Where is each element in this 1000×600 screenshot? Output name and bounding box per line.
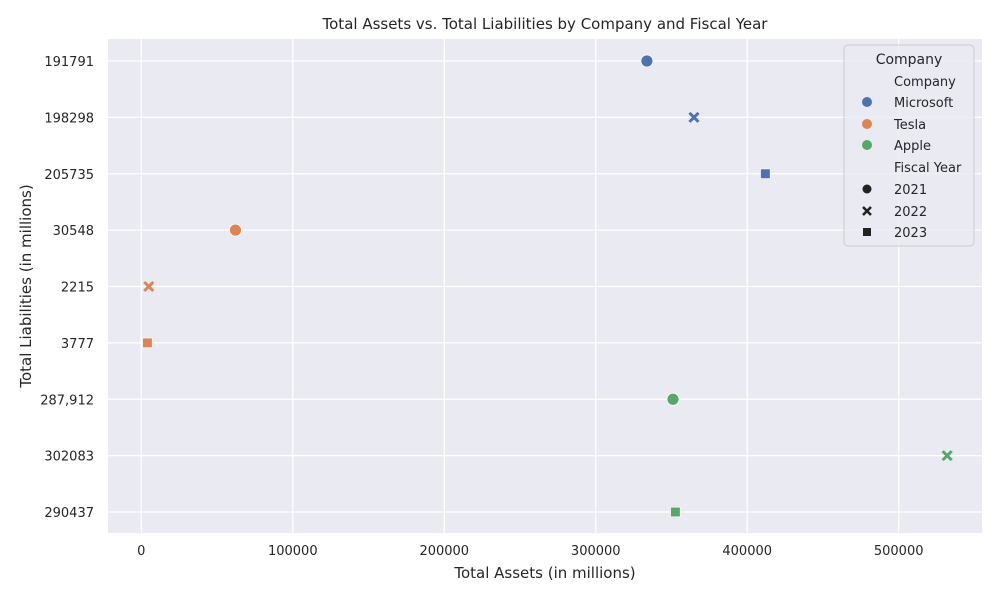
legend-entry-2021: 2021	[894, 183, 927, 198]
legend-marker-2021	[862, 184, 872, 194]
y-tick-label: 30548	[53, 224, 94, 239]
x-tick-label: 300000	[571, 544, 621, 559]
legend-marker-apple	[862, 140, 872, 150]
data-point-apple-2021	[666, 392, 680, 406]
x-tick-label: 100000	[268, 544, 318, 559]
x-tick-labels: 0 100000 200000 300000 400000 500000	[137, 544, 923, 559]
horizontal-gridlines	[108, 60, 982, 513]
legend-title: Company	[876, 52, 943, 68]
x-tick-label: 0	[137, 544, 145, 559]
data-point-apple-2022	[941, 450, 953, 462]
data-point-apple-2023	[670, 506, 681, 518]
data-point-tesla-2021	[229, 223, 242, 237]
legend-header-company: Company	[894, 75, 956, 90]
x-axis-label: Total Assets (in millions)	[453, 564, 635, 582]
legend-marker-microsoft	[862, 97, 872, 107]
data-point-microsoft-2023	[760, 168, 771, 179]
y-tick-label: 205735	[44, 168, 94, 183]
y-tick-label: 2215	[61, 281, 94, 296]
legend-entry-2023: 2023	[894, 226, 927, 241]
data-point-tesla-2023	[142, 337, 153, 348]
y-tick-label: 290437	[44, 506, 94, 521]
data-point-tesla-2022	[143, 280, 155, 293]
y-tick-label: 191791	[44, 55, 94, 70]
legend-header-fiscal-year: Fiscal Year	[894, 161, 962, 176]
legend-marker-tesla	[862, 119, 872, 129]
legend-marker-2023	[863, 228, 871, 236]
y-tick-label: 302083	[44, 450, 94, 465]
legend-box	[843, 44, 975, 247]
data-point-microsoft-2021	[640, 54, 654, 68]
x-tick-label: 400000	[722, 544, 772, 559]
y-tick-label: 287,912	[40, 393, 94, 408]
legend-entry-2022: 2022	[894, 205, 927, 220]
y-axis-label: Total Liabilities (in millions)	[17, 184, 35, 388]
legend-entry-tesla: Tesla	[893, 118, 926, 133]
x-tick-label: 200000	[419, 544, 469, 559]
x-tick-label: 500000	[874, 544, 924, 559]
legend-entry-microsoft: Microsoft	[894, 96, 953, 111]
chart-title: Total Assets vs. Total Liabilities by Co…	[322, 15, 769, 33]
data-points	[142, 54, 953, 518]
data-point-microsoft-2022	[688, 111, 700, 123]
legend: Company Company Microsoft Tesla Apple Fi…	[843, 44, 975, 247]
legend-marker-2022	[862, 206, 872, 216]
y-tick-label: 3777	[61, 337, 94, 352]
y-tick-label: 198298	[44, 111, 94, 126]
y-tick-labels: 191791 198298 205735 30548 2215 3777 287,912 30…	[40, 55, 94, 521]
legend-entry-apple: Apple	[894, 139, 931, 154]
